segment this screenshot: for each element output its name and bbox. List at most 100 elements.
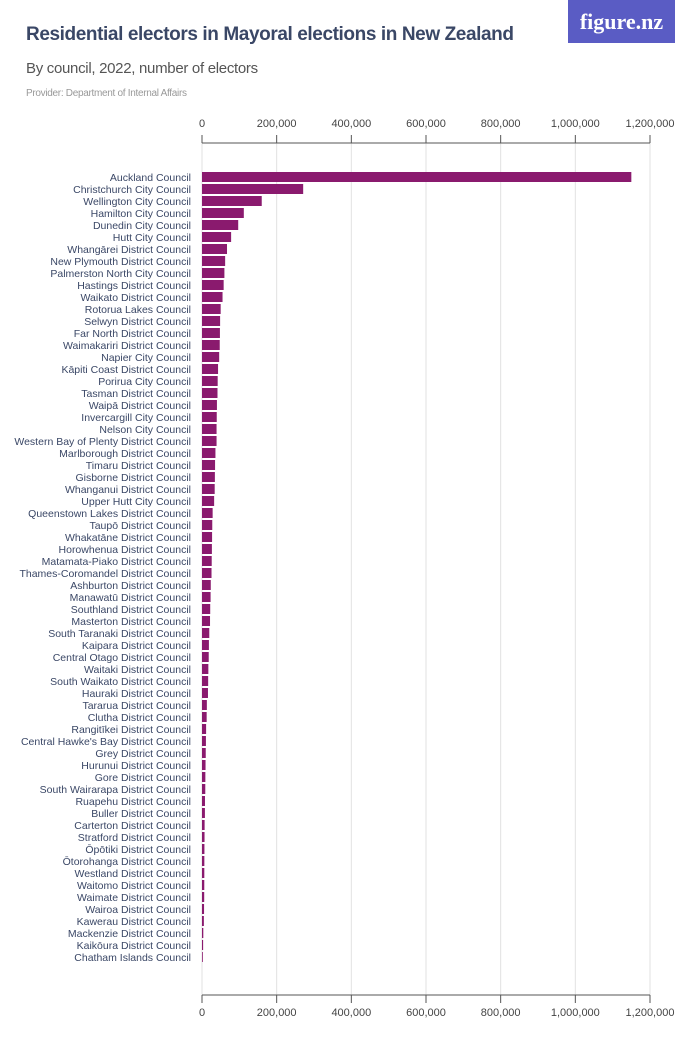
bottom-tick-label: 800,000 [481, 1007, 521, 1019]
category-label: Kaipara District Council [82, 640, 191, 652]
bar [202, 172, 632, 182]
category-label: Palmerston North City Council [50, 268, 191, 280]
bar [202, 808, 205, 818]
bottom-tick-label: 400,000 [331, 1007, 371, 1019]
category-label: Porirua City Council [98, 376, 191, 388]
category-label: Rotorua Lakes Council [85, 304, 191, 316]
category-label: Kaikōura District Council [77, 940, 191, 952]
category-label: Stratford District Council [78, 832, 191, 844]
category-label: Carterton District Council [74, 820, 191, 832]
bar [202, 532, 213, 542]
bar [202, 232, 232, 242]
category-label: South Taranaki District Council [48, 628, 191, 640]
category-label: Thames-Coromandel District Council [19, 568, 191, 580]
category-label: Waimate District Council [77, 892, 191, 904]
bar [202, 484, 215, 494]
category-label: Hurunui District Council [81, 760, 191, 772]
category-label: Rangitīkei District Council [71, 724, 191, 736]
bar [202, 844, 205, 854]
bar [202, 724, 207, 734]
category-label: New Plymouth District Council [50, 256, 191, 268]
bar [202, 508, 213, 518]
bar [202, 868, 205, 878]
bar [202, 364, 219, 374]
bar [202, 328, 220, 338]
category-label: Central Hawke's Bay District Council [21, 736, 191, 748]
bar [202, 496, 215, 506]
category-label: Clutha District Council [88, 712, 191, 724]
bar [202, 856, 205, 866]
category-label: Masterton District Council [71, 616, 191, 628]
bar [202, 712, 207, 722]
bottom-tick-label: 600,000 [406, 1007, 446, 1019]
bar [202, 592, 211, 602]
figure-nz-logo[interactable]: figure.nz [568, 0, 675, 43]
bar [202, 640, 209, 650]
category-label: Central Otago District Council [53, 652, 191, 664]
category-label: Queenstown Lakes District Council [28, 508, 191, 520]
bar [202, 604, 211, 614]
category-label: Ōpōtiki District Council [85, 844, 191, 856]
bar [202, 880, 205, 890]
bar [202, 280, 224, 290]
bar [202, 292, 223, 302]
bar [202, 700, 207, 710]
category-label: Taupō District Council [89, 520, 191, 532]
category-label: Wairoa District Council [85, 904, 191, 916]
category-label: Hastings District Council [77, 280, 191, 292]
bar [202, 388, 218, 398]
category-label: Ruapehu District Council [75, 796, 191, 808]
bar [202, 376, 218, 386]
bar [202, 952, 203, 962]
bar [202, 904, 205, 914]
category-label: Gore District Council [95, 772, 191, 784]
chart-subtitle: By council, 2022, number of electors [26, 60, 258, 77]
category-label: Auckland Council [110, 172, 191, 184]
category-label: Christchurch City Council [73, 184, 191, 196]
bar [202, 472, 215, 482]
category-label: Timaru District Council [86, 460, 191, 472]
bar [202, 304, 221, 314]
bar [202, 244, 228, 254]
category-label: Ashburton District Council [70, 580, 191, 592]
bar [202, 736, 206, 746]
category-label: Wellington City Council [83, 196, 191, 208]
provider-note: Provider: Department of Internal Affairs [26, 88, 187, 99]
bar [202, 928, 204, 938]
bottom-tick-label: 200,000 [257, 1007, 297, 1019]
category-label: Manawatū District Council [70, 592, 191, 604]
bar [202, 580, 211, 590]
bar [202, 256, 226, 266]
bar [202, 412, 217, 422]
top-tick-label: 0 [199, 118, 205, 130]
category-label: Gisborne District Council [75, 472, 191, 484]
category-label: Selwyn District Council [84, 316, 191, 328]
category-label: Kawerau District Council [77, 916, 191, 928]
category-label: Westland District Council [74, 868, 191, 880]
bar [202, 268, 225, 278]
bar [202, 400, 217, 410]
category-label: South Wairarapa District Council [40, 784, 191, 796]
bar [202, 448, 216, 458]
category-label: Waikato District Council [81, 292, 191, 304]
category-label: Whakatāne District Council [65, 532, 191, 544]
bar [202, 220, 239, 230]
category-label: Chatham Islands Council [74, 952, 191, 964]
top-tick-label: 200,000 [257, 118, 297, 130]
bar [202, 520, 213, 530]
category-label: Dunedin City Council [93, 220, 191, 232]
category-label: Horowhenua District Council [59, 544, 191, 556]
bottom-tick-label: 1,000,000 [551, 1007, 600, 1019]
bar [202, 820, 205, 830]
bar [202, 784, 206, 794]
chart-title: Residential electors in Mayoral election… [26, 24, 514, 45]
bar [202, 940, 204, 950]
top-tick-label: 800,000 [481, 118, 521, 130]
bar [202, 316, 221, 326]
bar [202, 340, 220, 350]
top-tick-label: 400,000 [331, 118, 371, 130]
bar [202, 616, 211, 626]
category-label: South Waikato District Council [50, 676, 191, 688]
bar [202, 568, 212, 578]
